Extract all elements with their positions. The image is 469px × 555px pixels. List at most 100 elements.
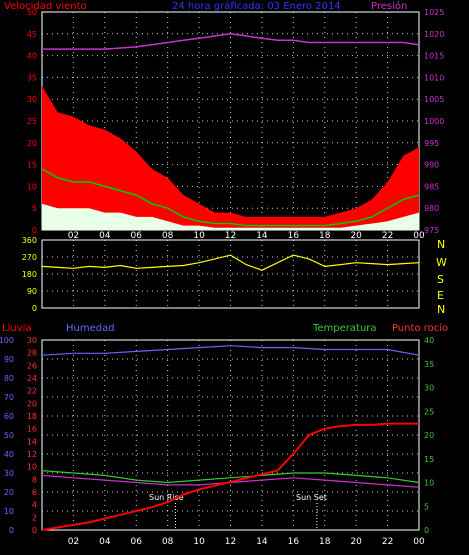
y-tick-label: 40 [4,450,14,459]
x-tick-label: 08 [162,231,174,241]
y-tick-label: 50 [27,8,37,17]
sun-rise-label: Sun Rise [149,493,184,502]
y-tick-label: 5 [424,502,429,511]
x-tick-label: 10 [193,537,205,547]
series-humidity-line [41,345,420,356]
x-tick-label: 16 [288,231,300,241]
y-tick-label: 10 [27,182,37,191]
y-tick-label: 35 [424,360,434,369]
y-tick-label: 90 [4,355,14,364]
y-tick-label: 10 [27,463,37,472]
wind-series-layer [41,33,420,230]
x-tick-label: 22 [382,231,393,241]
y-tick-label: 6 [32,488,37,497]
y-tick-label: 28 [27,349,37,358]
y-tick-label: 20 [424,431,434,440]
compass-n-top: N [437,238,445,251]
y-tick-label: 1020 [424,30,444,39]
y-tick-label: 12 [27,450,37,459]
x-tick-label: 18 [319,231,331,241]
x-tick-label: 04 [99,537,111,547]
y-tick-label: 0 [424,526,429,535]
y-tick-label: 100 [0,336,14,345]
x-tick-label: 04 [99,231,111,241]
y-tick-label: 1000 [424,117,444,126]
y-tick-label: 0 [32,226,37,235]
y-tick-label: 0 [32,304,37,313]
wind-speed-label: Velocidad viento [4,1,87,12]
temperature-label: Temperatura [312,323,377,334]
x-tick-label: 22 [382,537,393,547]
y-tick-label: 985 [424,182,439,191]
y-tick-label: 70 [4,393,14,402]
y-tick-label: 14 [27,437,37,446]
y-tick-label: 80 [4,374,14,383]
tick-labels-layer: 02 04 06 08 10 12 14 16 18 20 22 000510152025303540… [0,8,444,547]
x-tick-label: 20 [350,537,362,547]
y-tick-label: 30 [4,469,14,478]
compass-n-bottom: N [437,303,445,316]
y-tick-label: 975 [424,226,439,235]
series-gust-area [42,86,419,230]
y-tick-label: 24 [27,374,37,383]
series-average-line [41,168,420,227]
y-tick-label: 10 [4,507,14,516]
y-tick-label: 45 [27,30,37,39]
series-temperature-line [41,470,420,484]
x-tick-label: 16 [288,537,300,547]
y-tick-label: 20 [27,399,37,408]
x-tick-label: 08 [162,537,174,547]
series-pressure-line [42,33,420,50]
x-tick-label: 14 [256,231,268,241]
y-tick-label: 20 [27,139,37,148]
y-tick-label: 40 [27,52,37,61]
y-tick-label: 25 [27,117,37,126]
y-tick-label: 90 [27,287,37,296]
y-tick-label: 1015 [424,52,444,61]
y-tick-label: 0 [9,526,14,535]
x-tick-label: 12 [225,537,236,547]
direction-series-layer [41,254,420,271]
y-tick-label: 2 [32,513,37,522]
y-tick-label: 995 [424,139,439,148]
y-tick-label: 0 [32,526,37,535]
y-tick-label: 60 [4,412,14,421]
rain-series-layer [41,345,420,531]
x-tick-label: 06 [131,231,143,241]
x-tick-label: 02 [68,231,79,241]
x-tick-label: 12 [225,231,236,241]
x-tick-label: 02 [68,537,79,547]
x-tick-label: 00 [413,537,425,547]
y-tick-label: 18 [27,412,37,421]
x-tick-label: 06 [131,537,143,547]
y-tick-label: 22 [27,387,37,396]
y-tick-label: 30 [424,384,434,393]
y-tick-label: 30 [27,95,37,104]
x-tick-label: 10 [193,231,205,241]
y-tick-label: 980 [424,204,439,213]
grid-layer [42,12,420,530]
series-low-area [42,203,419,230]
y-tick-label: 30 [27,336,37,345]
y-tick-label: 26 [27,361,37,370]
y-tick-label: 16 [27,425,37,434]
y-tick-label: 50 [4,431,14,440]
y-tick-label: 25 [424,407,434,416]
x-tick-label: 00 [413,231,425,241]
y-tick-label: 8 [32,475,37,484]
x-tick-label: 14 [256,537,268,547]
y-tick-label: 990 [424,161,439,170]
dewpoint-label: Punto rocío [392,322,448,334]
chart-title: 24 hora gráficada: 03 Enero 2014 [172,0,341,12]
compass-e: E [437,289,444,302]
y-tick-label: 40 [424,336,434,345]
x-tick-label: 20 [350,231,362,241]
y-tick-label: 15 [424,455,434,464]
y-tick-label: 1005 [424,95,444,104]
y-tick-label: 270 [22,253,37,262]
compass-w: W [436,256,447,269]
humidity-label: Humedad [66,323,115,334]
y-tick-label: 4 [32,501,37,510]
pressure-label: Presión [371,0,407,12]
